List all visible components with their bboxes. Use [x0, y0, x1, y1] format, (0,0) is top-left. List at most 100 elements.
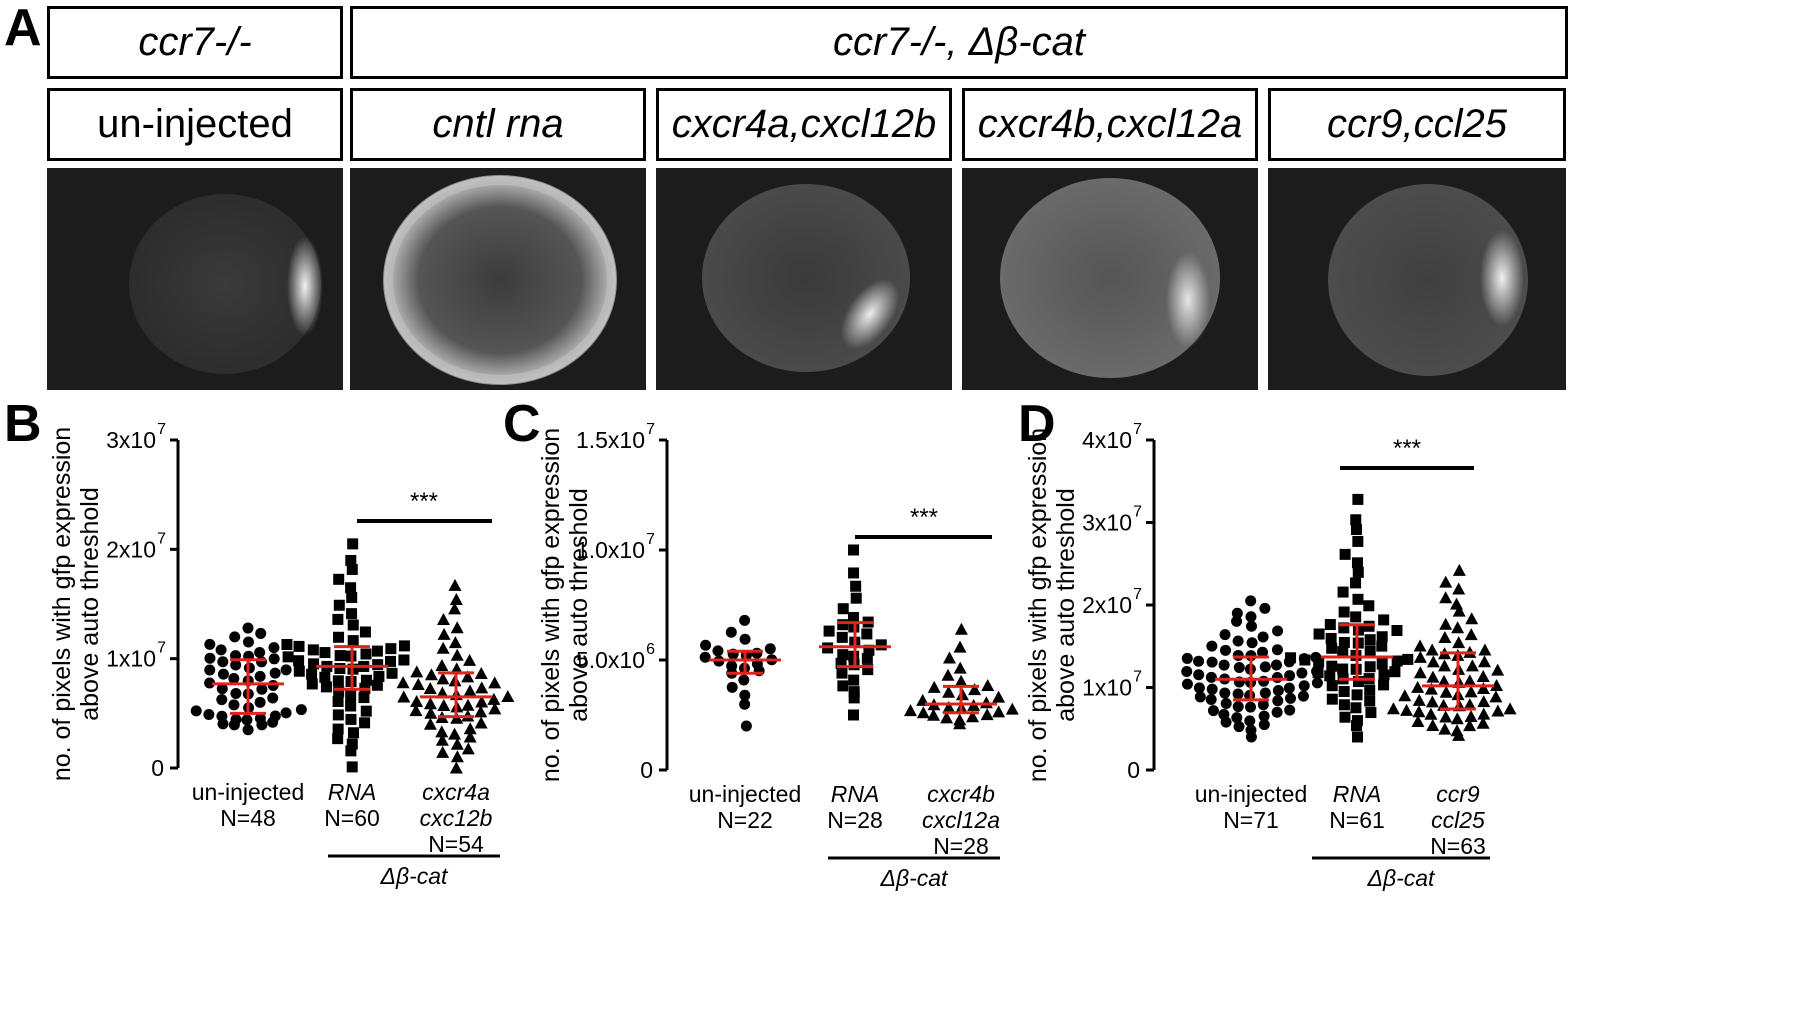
micrograph-cxcr4b-cxcl12a [962, 168, 1258, 390]
data-point-square [1350, 514, 1362, 526]
data-point-square [293, 655, 305, 667]
data-point-triangle [1439, 710, 1453, 723]
data-point-circle [216, 683, 228, 695]
data-point-square [1299, 654, 1311, 666]
data-point-square [1338, 606, 1350, 618]
data-point-circle [254, 712, 266, 724]
data-point-square [850, 592, 862, 604]
data-point-circle [1181, 666, 1193, 678]
data-point-circle [712, 645, 724, 657]
y-axis-label-line1: no. of pixels with gfp expression [1024, 428, 1052, 782]
data-point-circle [1283, 682, 1295, 694]
data-point-circle [204, 677, 216, 689]
data-point-square [345, 582, 357, 594]
data-point-circle [1257, 631, 1269, 643]
data-point-circle [216, 694, 228, 706]
micrograph-cntl-rna [350, 168, 646, 390]
data-point-circle [1245, 724, 1257, 736]
data-point-triangle [1464, 628, 1478, 641]
data-point-square [1378, 669, 1390, 681]
data-point-square [1337, 586, 1349, 598]
data-point-circle [280, 664, 292, 676]
data-point-square [848, 686, 860, 698]
data-point-circle [1257, 699, 1269, 711]
data-point-square [346, 563, 358, 575]
data-point-square [1326, 693, 1338, 705]
y-axis-label-line2: above auto threshold [565, 488, 593, 722]
data-point-circle [216, 710, 228, 722]
header-ccr7-mutant: ccr7-/- [47, 6, 343, 79]
y-tick-label: 3x10 [1082, 510, 1132, 536]
data-point-triangle [437, 627, 451, 640]
data-point-square [848, 611, 860, 623]
data-point-triangle [940, 711, 954, 724]
data-point-square [384, 655, 396, 667]
data-point-triangle [1463, 719, 1477, 732]
data-point-circle [1272, 685, 1284, 697]
data-point-triangle [474, 666, 488, 679]
y-tick-exponent: 7 [646, 421, 655, 438]
data-point-square [1376, 631, 1388, 643]
data-point-triangle [953, 713, 967, 726]
data-point-circle [295, 704, 307, 716]
data-point-square [1351, 557, 1363, 569]
data-point-circle [725, 626, 737, 638]
data-point-circle [241, 714, 253, 726]
data-point-circle [254, 646, 266, 658]
micrograph-uninjected [47, 168, 343, 390]
significance-label: *** [910, 504, 938, 531]
data-point-triangle [927, 708, 941, 721]
data-point-circle [1193, 655, 1205, 667]
data-point-square [1391, 625, 1403, 637]
data-point-triangle [1465, 659, 1479, 672]
panel-label-a: A [4, 0, 42, 57]
data-point-circle [268, 653, 280, 665]
data-point-triangle [501, 690, 515, 703]
data-point-square [398, 640, 410, 652]
data-point-square [360, 648, 372, 660]
data-point-square [1402, 653, 1414, 665]
data-point-circle [1232, 649, 1244, 661]
y-tick-exponent: 7 [646, 531, 655, 548]
data-point-triangle [1425, 695, 1439, 708]
data-point-square [835, 657, 847, 669]
data-point-square [848, 544, 860, 556]
data-point-triangle [435, 733, 449, 746]
data-point-triangle [1464, 685, 1478, 698]
data-point-circle [1272, 625, 1284, 637]
y-axis-label-line2: above auto threshold [1052, 488, 1080, 722]
data-point-square [1365, 707, 1377, 719]
x-tick-label: cxcr4a [422, 779, 490, 805]
data-point-circle [1193, 669, 1205, 681]
data-point-circle [1246, 637, 1258, 649]
y-axis-label: no. of pixels with gfp expression above a… [537, 428, 593, 782]
data-point-triangle [450, 648, 464, 661]
data-point-square [1338, 699, 1350, 711]
data-point-circle [1258, 710, 1270, 722]
data-point-triangle [474, 705, 488, 718]
data-point-square [1285, 652, 1297, 664]
data-point-circle [254, 670, 266, 682]
data-point-square [1376, 640, 1388, 652]
data-point-triangle [423, 697, 437, 710]
sub-header-cntl-rna: cntl rna [350, 88, 646, 161]
data-point-triangle [424, 706, 438, 719]
sub-header-cxcr4b-cxcl12a: cxcr4b,cxcl12a [962, 88, 1258, 161]
embryo-image-cxcr4b-cxcl12a [1000, 178, 1220, 378]
data-point-square [333, 599, 345, 611]
data-point-circle [204, 652, 216, 664]
data-point-triangle [1476, 669, 1490, 682]
data-point-square [358, 692, 370, 704]
data-point-square [1364, 684, 1376, 696]
data-point-circle [1270, 659, 1282, 671]
data-point-square [1339, 711, 1351, 723]
data-point-circle [1194, 691, 1206, 703]
n-label: N=61 [1329, 807, 1385, 833]
x-tick-label: un-injected [689, 781, 802, 807]
data-point-square [307, 644, 319, 656]
data-point-triangle [1463, 674, 1477, 687]
data-point-circle [230, 687, 242, 699]
data-point-triangle [423, 682, 437, 695]
data-point-circle [230, 659, 242, 671]
data-point-circle [1271, 644, 1283, 656]
